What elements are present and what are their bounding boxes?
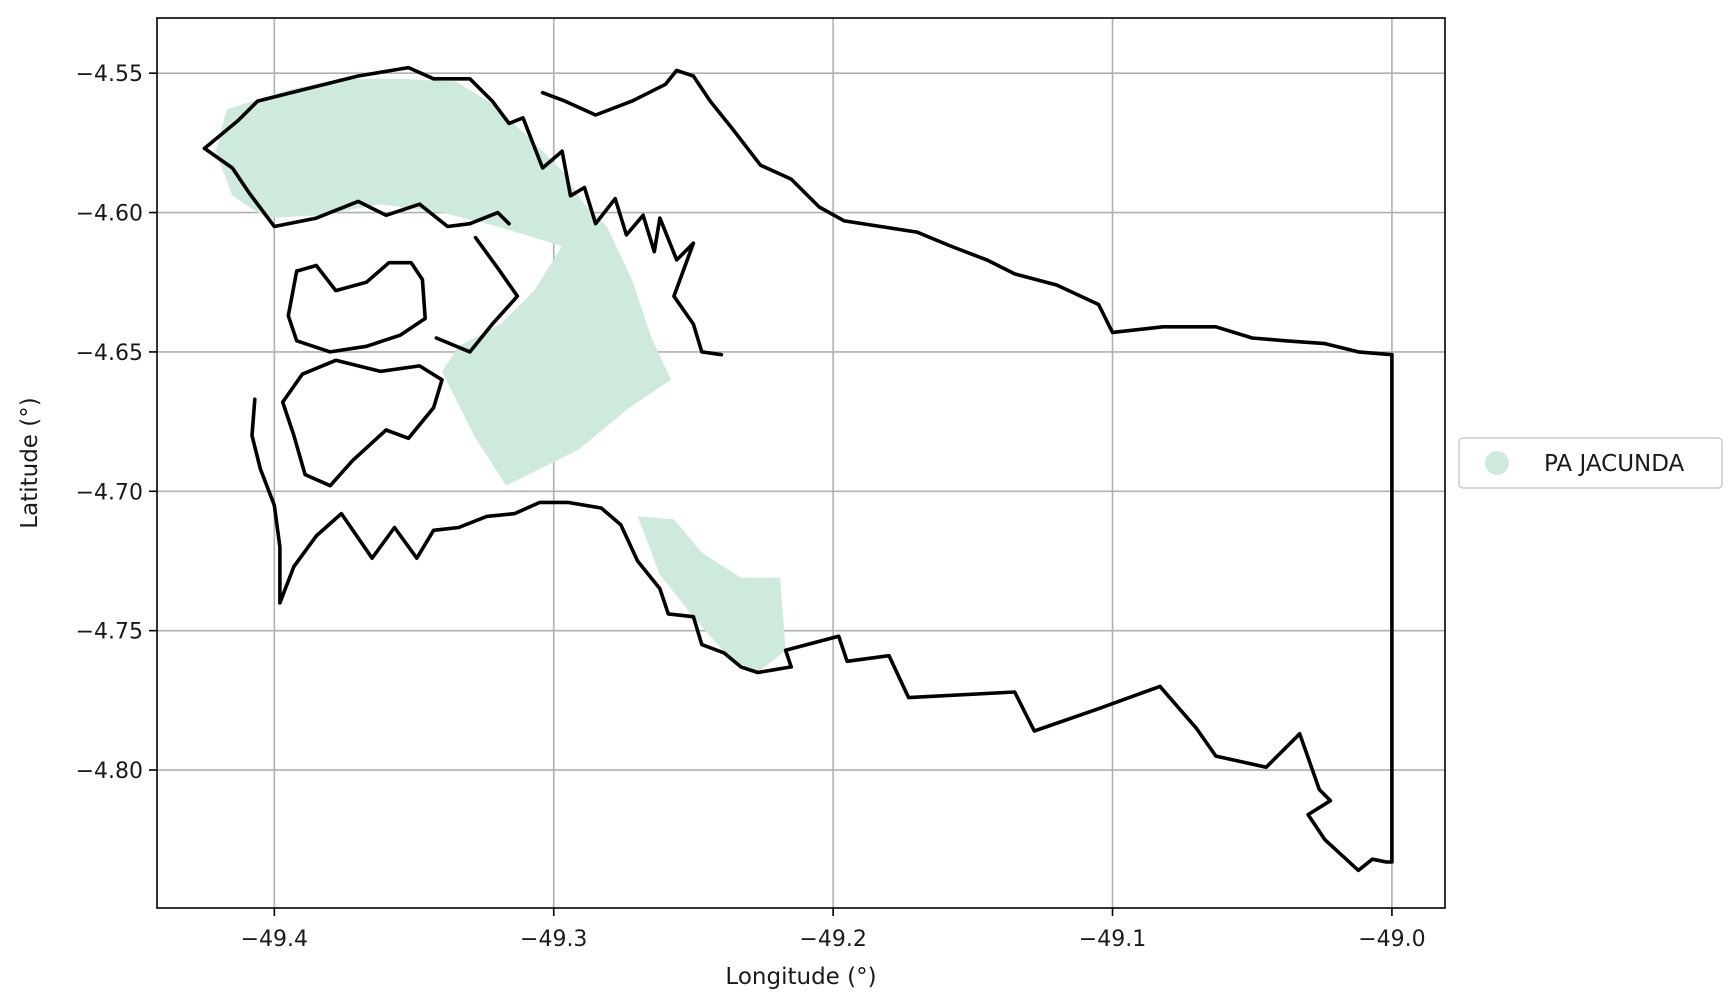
x-tick-label: −49.1 (1079, 927, 1146, 952)
legend-box (1458, 437, 1723, 489)
y-tick-label: −4.55 (76, 62, 143, 87)
y-tick-label: −4.70 (76, 480, 143, 505)
boundary-line (250, 397, 282, 605)
boundary-line (286, 260, 428, 354)
boundary-line (540, 68, 1394, 357)
x-axis-label: Longitude (°) (725, 964, 876, 990)
y-tick-label: −4.75 (76, 620, 143, 645)
x-ticks: −49.4 −49.3 −49.2 −49.1 −49.0 (241, 908, 1426, 952)
legend: PA JACUNDA (1458, 437, 1723, 489)
y-axis-label: Latitude (°) (17, 397, 43, 528)
legend-label: PA JACUNDA (1544, 451, 1685, 477)
x-tick-label: −49.3 (520, 927, 587, 952)
y-tick-label: −4.65 (76, 341, 143, 366)
x-tick-label: −49.2 (799, 927, 866, 952)
boundary-line (434, 235, 520, 354)
y-tick-label: −4.80 (76, 759, 143, 784)
boundary-line (278, 352, 1394, 873)
y-tick-label: −4.60 (76, 202, 143, 227)
boundary-line (202, 65, 724, 357)
axes-frame (156, 17, 1446, 909)
y-ticks: −4.55 −4.60 −4.65 −4.70 −4.75 −4.80 (76, 62, 157, 784)
boundary-lines (202, 65, 1394, 873)
x-tick-label: −49.4 (241, 927, 308, 952)
settlement-area (215, 78, 672, 486)
settlement-fills (215, 78, 786, 673)
boundary-line (202, 146, 511, 229)
boundary-line (280, 358, 444, 488)
settlement-area (637, 516, 786, 673)
legend-marker (1485, 451, 1509, 475)
x-tick-label: −49.0 (1358, 927, 1425, 952)
grid-lines (157, 18, 1445, 908)
